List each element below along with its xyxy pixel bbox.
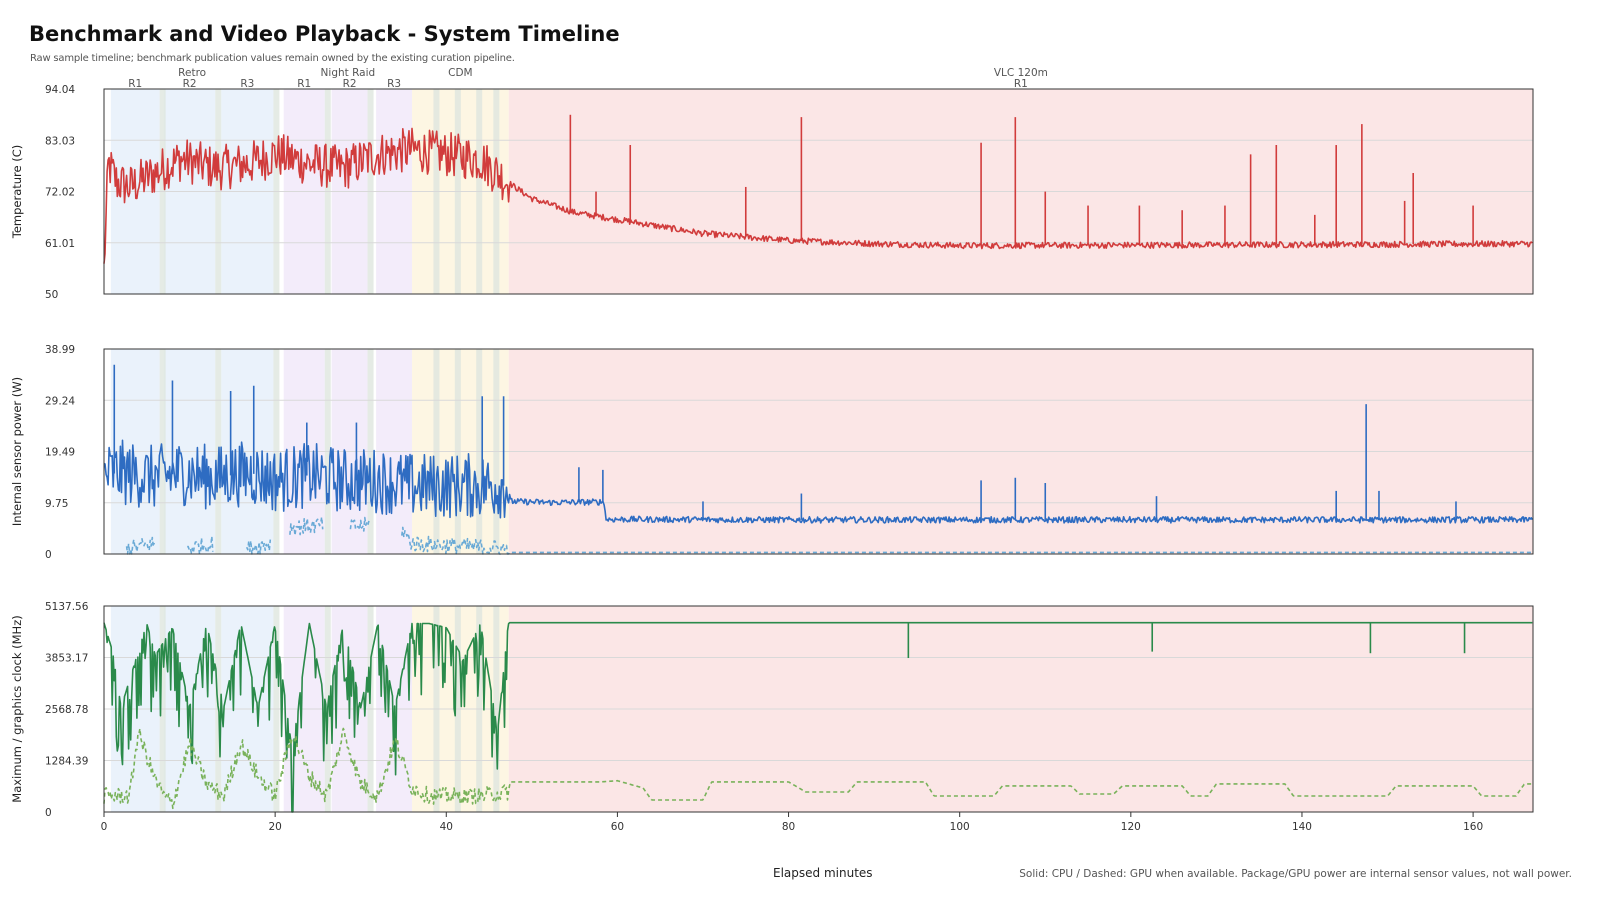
x-tick-label: 40: [440, 821, 453, 833]
x-tick-label: 20: [268, 821, 281, 833]
x-tick-label: 100: [950, 821, 970, 833]
y-tick-label: 0: [45, 549, 52, 561]
x-tick-label: 140: [1292, 821, 1312, 833]
y-tick-label: 3853.17: [45, 653, 88, 665]
x-axis-label: Elapsed minutes: [773, 866, 873, 880]
chart-subtitle: Raw sample timeline; benchmark publicati…: [30, 53, 515, 64]
segment-label: R1: [128, 78, 142, 90]
y-axis-label: Internal sensor power (W): [10, 377, 24, 526]
y-tick-label: 61.01: [45, 238, 75, 250]
y-tick-label: 50: [45, 289, 58, 301]
y-tick-label: 94.04: [45, 84, 75, 96]
segment-label: R3: [387, 78, 401, 90]
series-line-gpu: [125, 516, 1533, 555]
y-tick-label: 5137.56: [45, 601, 89, 613]
y-axis-label: Maximum / graphics clock (MHz): [10, 615, 24, 802]
x-tick-label: 60: [611, 821, 624, 833]
y-tick-label: 19.49: [45, 447, 75, 459]
segment-label: R1: [1014, 78, 1028, 90]
panel-frame: [103, 88, 1534, 295]
x-tick-label: 80: [782, 821, 795, 833]
segment-group-label: Retro: [178, 67, 206, 79]
y-tick-label: 0: [45, 807, 52, 819]
segment-label: R3: [240, 78, 254, 90]
y-tick-label: 1284.39: [45, 756, 88, 768]
chart-title: Benchmark and Video Playback - System Ti…: [29, 22, 620, 46]
y-tick-label: 72.02: [45, 187, 75, 199]
y-tick-label: 2568.78: [45, 704, 88, 716]
y-tick-label: 29.24: [45, 395, 75, 407]
panel-frame: [103, 348, 1534, 555]
segment-group-label: Night Raid: [321, 67, 376, 79]
y-tick-label: 38.99: [45, 344, 75, 356]
segment-group-label: VLC 120m: [994, 67, 1048, 79]
series-line-cpu: [103, 127, 1533, 264]
legend-footnote: Solid: CPU / Dashed: GPU when available.…: [1019, 868, 1572, 880]
x-tick-label: 160: [1463, 821, 1483, 833]
y-tick-label: 83.03: [45, 135, 75, 147]
segment-label: R1: [297, 78, 311, 90]
y-axis-label: Temperature (C): [10, 145, 24, 240]
x-tick-label: 0: [101, 821, 108, 833]
segment-label: R2: [343, 78, 357, 90]
panel-frame: [103, 605, 1534, 813]
segment-group-label: CDM: [448, 67, 472, 79]
series-line-cpu: [103, 439, 1534, 524]
x-tick-label: 120: [1121, 821, 1141, 833]
series-line-cpu: [103, 621, 1533, 813]
y-tick-label: 9.75: [45, 498, 68, 510]
series-line-gpu: [103, 727, 1533, 810]
segment-label: R2: [183, 78, 197, 90]
